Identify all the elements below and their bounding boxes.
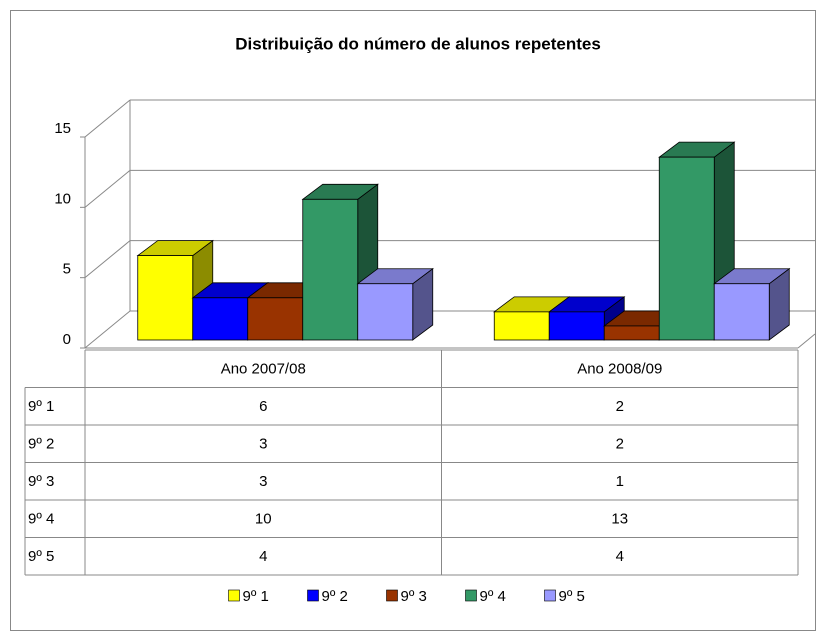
table-header: Ano 2007/08 (221, 361, 306, 378)
legend-swatch (465, 589, 477, 602)
table-row-label: 9º 1 (28, 398, 54, 415)
y-tick-label: 0 (63, 331, 71, 348)
table-cell: 4 (616, 548, 624, 565)
table-cell: 1 (616, 473, 624, 490)
floor-edge (797, 333, 816, 349)
table-cell: 2 (616, 398, 624, 415)
legend-swatch (307, 589, 319, 602)
table-cell: 3 (259, 436, 267, 453)
y-tick-label: 10 (54, 190, 71, 207)
table-cell: 2 (616, 436, 624, 453)
y-tick-label: 5 (63, 261, 71, 278)
table-row-label: 9º 3 (28, 473, 54, 490)
legend-swatch (386, 589, 398, 602)
table-cell: 6 (259, 398, 267, 415)
legend-label: 9º 1 (243, 588, 269, 605)
grid-line (84, 169, 131, 208)
grid-line (84, 310, 131, 349)
table-row-label: 9º 5 (28, 548, 54, 565)
legend-label: 9º 5 (559, 588, 585, 605)
legend-swatch (544, 589, 556, 602)
legend-label: 9º 2 (322, 588, 348, 605)
legend-swatch (228, 589, 240, 602)
table-cell: 13 (611, 511, 628, 528)
legend-label: 9º 3 (401, 588, 427, 605)
table-cell: 3 (259, 473, 267, 490)
bar (548, 311, 605, 341)
table-row-label: 9º 2 (28, 436, 54, 453)
table-cell: 10 (255, 511, 272, 528)
bar (137, 255, 194, 341)
bar (192, 297, 249, 341)
y-tick-label: 15 (54, 120, 71, 137)
bar (357, 283, 414, 341)
bar (302, 198, 359, 341)
bar (713, 283, 770, 341)
bar (247, 297, 304, 341)
chart-title: Distribuição do número de alunos repeten… (235, 34, 601, 53)
bar (658, 156, 715, 341)
bar (493, 311, 550, 341)
grid-line (84, 240, 131, 279)
bar (603, 325, 660, 341)
grid-line (84, 99, 131, 138)
table-row-label: 9º 4 (28, 511, 54, 528)
table-cell: 4 (259, 548, 267, 565)
legend-label: 9º 4 (480, 588, 506, 605)
table-header: Ano 2008/09 (577, 361, 662, 378)
